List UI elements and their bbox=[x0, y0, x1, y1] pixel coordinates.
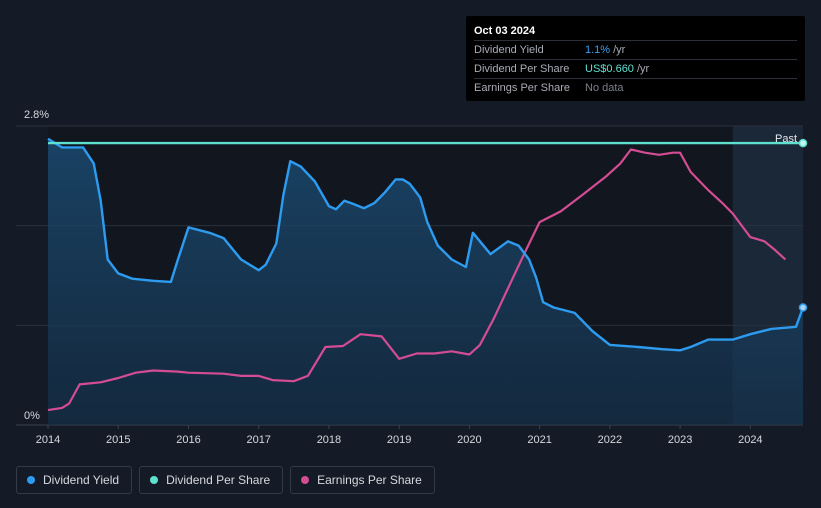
tooltip-row-earnings-per-share: Earnings Per Share No data bbox=[474, 78, 797, 97]
tooltip-label: Dividend Per Share bbox=[474, 63, 570, 75]
legend-dot-icon bbox=[27, 476, 35, 484]
y-axis-min-label: 0% bbox=[24, 410, 40, 422]
x-tick-label: 2015 bbox=[106, 434, 130, 446]
x-tick-label: 2018 bbox=[317, 434, 341, 446]
dividend-yield-area bbox=[48, 138, 803, 426]
x-tick-label: 2017 bbox=[246, 434, 270, 446]
chart-legend: Dividend Yield Dividend Per Share Earnin… bbox=[16, 466, 435, 494]
tooltip-unit: /yr bbox=[613, 44, 626, 56]
x-tick-label: 2023 bbox=[668, 434, 692, 446]
tooltip-unit: /yr bbox=[636, 63, 650, 75]
x-tick-label: 2014 bbox=[36, 434, 60, 446]
legend-item-dividend-per-share[interactable]: Dividend Per Share bbox=[139, 466, 284, 494]
y-axis-max-label: 2.8% bbox=[24, 109, 49, 121]
dividend-yield-line bbox=[47, 137, 805, 352]
tooltip-value: 1.1% bbox=[585, 44, 611, 56]
x-tick-label: 2016 bbox=[176, 434, 200, 446]
dividend-yield-end-marker bbox=[798, 303, 808, 312]
legend-label: Dividend Per Share bbox=[166, 473, 271, 487]
dividend-per-share-end-marker bbox=[798, 138, 808, 148]
tooltip-label: Earnings Per Share bbox=[474, 82, 570, 94]
legend-item-dividend-yield[interactable]: Dividend Yield bbox=[16, 466, 133, 494]
earnings-per-share-line bbox=[47, 148, 787, 412]
x-tick-label: 2019 bbox=[387, 434, 411, 446]
legend-label: Dividend Yield bbox=[43, 473, 120, 487]
x-tick-label: 2020 bbox=[457, 434, 481, 446]
tooltip-row-dividend-per-share: Dividend Per Share US$0.660 /yr bbox=[474, 59, 797, 78]
x-tick-label: 2021 bbox=[527, 434, 551, 446]
tooltip-label: Dividend Yield bbox=[474, 44, 544, 56]
tooltip-row-dividend-yield: Dividend Yield 1.1% /yr bbox=[474, 40, 797, 59]
legend-dot-icon bbox=[301, 476, 310, 484]
legend-label: Earnings Per Share bbox=[317, 473, 422, 487]
tooltip-value: No data bbox=[585, 82, 624, 94]
chart-series bbox=[47, 137, 808, 426]
tooltip-date: Oct 03 2024 bbox=[474, 25, 536, 37]
tooltip-panel: Oct 03 2024 Dividend Yield 1.1% /yr Divi… bbox=[466, 16, 805, 101]
past-label: Past bbox=[775, 133, 797, 145]
chart-labels: 2.8% 0% Past 2014 2015 2016 2017 2018 2019 2020 20… bbox=[24, 109, 797, 446]
x-tick-label: 2024 bbox=[738, 434, 762, 446]
x-tick-label: 2022 bbox=[598, 434, 622, 446]
legend-dot-icon bbox=[150, 476, 159, 484]
legend-item-earnings-per-share[interactable]: Earnings Per Share bbox=[290, 466, 435, 494]
tooltip-value: US$0.660 bbox=[585, 63, 634, 75]
